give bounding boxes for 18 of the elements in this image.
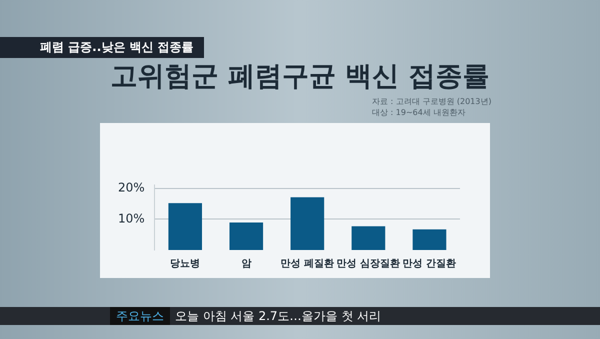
x-tick-label: 만성 간질환 xyxy=(402,258,456,270)
y-tick-label: 20% xyxy=(118,180,145,194)
text: 폐렴 급증..낮은 백신 접종률 xyxy=(0,37,204,58)
bar xyxy=(412,229,446,250)
x-tick-label: 만성 폐질환 xyxy=(280,258,334,270)
text: 주요뉴스 xyxy=(110,307,170,325)
x-tick-label: 만성 심장질환 xyxy=(336,258,400,270)
x-tick-label: 암 xyxy=(241,258,252,270)
bar xyxy=(229,222,264,250)
y-tick-label: 10% xyxy=(118,211,145,226)
x-tick-label: 당뇨병 xyxy=(170,258,200,270)
bar xyxy=(168,203,202,250)
text: 대상 : 19~64세 내원환자 xyxy=(372,107,466,118)
bar xyxy=(290,197,324,250)
text: 자료 : 고려대 구로병원 (2013년) xyxy=(372,96,492,107)
text: 오늘 아침 서울 2.7도…올가을 첫 서리 xyxy=(175,308,382,325)
chart-title: 고위험군 폐렴구균 백신 접종률 xyxy=(109,60,491,94)
bar xyxy=(352,226,386,250)
